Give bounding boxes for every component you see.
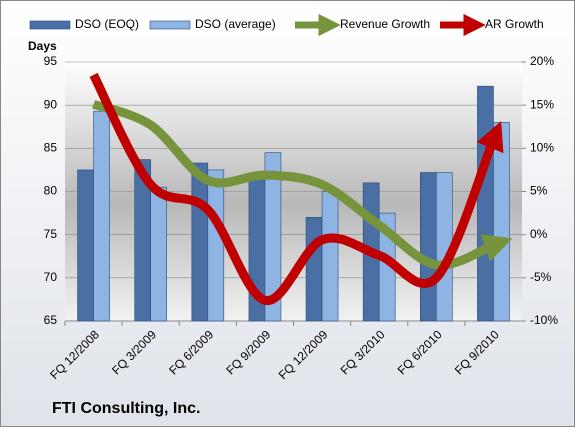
bar: [420, 172, 437, 322]
line-series: [89, 72, 504, 305]
legend-label: AR Growth: [485, 17, 544, 31]
bar: [191, 162, 209, 322]
y-tick-label: 95: [44, 54, 58, 68]
y-axis-title: Days: [28, 39, 57, 53]
bar: [264, 152, 282, 322]
bar: [77, 169, 94, 322]
y2-tick-label: 5%: [530, 184, 548, 198]
bar: [305, 217, 323, 322]
y-tick-label: 90: [44, 97, 58, 111]
bar: [321, 191, 339, 322]
bar: [477, 85, 494, 322]
y-tick-label: 80: [44, 184, 58, 198]
bar: [150, 186, 167, 322]
bar: [93, 110, 110, 322]
footer: FTI Consulting, Inc.: [52, 400, 200, 417]
y-tick-label: 70: [44, 270, 58, 284]
bar: [493, 122, 510, 322]
y2-tick-label: -10%: [530, 313, 558, 327]
y2-tick-label: 20%: [530, 54, 554, 68]
y2-tick-label: -5%: [530, 270, 552, 284]
legend-label: DSO (EOQ): [75, 17, 139, 31]
y-tick-label: 85: [44, 141, 58, 155]
y2-tick-label: 0%: [530, 227, 548, 241]
legend-swatch: [29, 20, 71, 30]
y-tick-label: 75: [44, 227, 58, 241]
legend-label: DSO (average): [195, 17, 276, 31]
legend-label: Revenue Growth: [340, 17, 430, 31]
line-series: [92, 100, 513, 270]
bar: [207, 169, 225, 322]
y2-tick-label: 15%: [530, 97, 554, 111]
y2-tick-label: 10%: [530, 141, 554, 155]
y-tick-label: 65: [44, 313, 58, 327]
legend-swatch: [149, 20, 191, 30]
